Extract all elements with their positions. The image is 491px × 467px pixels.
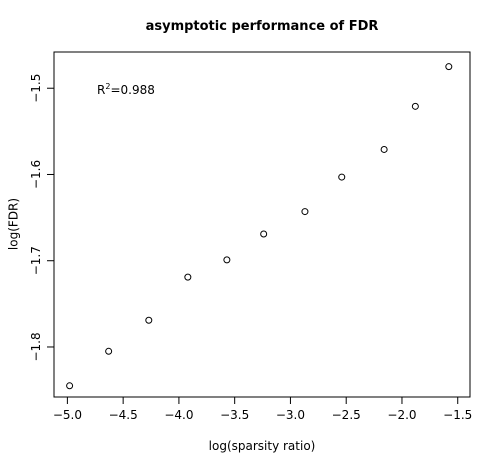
- point: [66, 382, 74, 390]
- point: [301, 208, 309, 216]
- point: [184, 273, 192, 281]
- x-tick-label: −2.5: [332, 408, 361, 422]
- y-tick-label: −1.5: [29, 74, 43, 103]
- x-tick-label: −3.0: [276, 408, 305, 422]
- x-tick-label: −2.0: [387, 408, 416, 422]
- y-tick-label: −1.8: [29, 332, 43, 361]
- x-tick-label: −1.5: [443, 408, 472, 422]
- annotation-sup: 2: [105, 82, 110, 91]
- x-axis-label: log(sparsity ratio): [209, 439, 316, 453]
- chart-title: asymptotic performance of FDR: [146, 19, 379, 34]
- x-tick-label: −4.0: [164, 408, 193, 422]
- point: [145, 316, 153, 324]
- y-tick-label: −1.7: [29, 246, 43, 275]
- x-tick-label: −3.5: [220, 408, 249, 422]
- point: [445, 63, 453, 71]
- annotation: R2=0.988: [97, 82, 155, 97]
- point: [338, 173, 346, 181]
- y-axis-label: log(FDR): [7, 198, 21, 250]
- point: [380, 145, 388, 153]
- x-tick-label: −5.0: [53, 408, 82, 422]
- x-tick-label: −4.5: [109, 408, 138, 422]
- point: [411, 102, 419, 110]
- plot-box: [53, 51, 471, 398]
- annotation-rest: =0.988: [110, 83, 154, 97]
- y-tick-label: −1.6: [29, 160, 43, 189]
- annotation-base: R: [97, 83, 105, 97]
- point: [105, 347, 113, 355]
- point: [223, 256, 231, 264]
- point: [260, 230, 268, 238]
